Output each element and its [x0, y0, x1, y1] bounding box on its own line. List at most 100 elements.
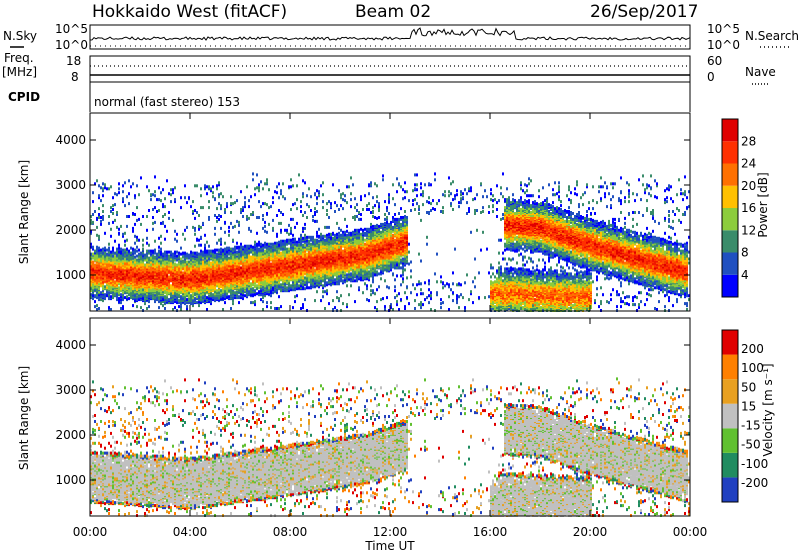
- power-cell: [180, 196, 182, 200]
- power-cell: [288, 250, 290, 254]
- power-cell: [176, 232, 178, 236]
- power-cell: [252, 172, 254, 176]
- power-cell: [220, 237, 222, 241]
- power-cell: [244, 250, 246, 254]
- power-cell: [100, 216, 102, 219]
- power-cell: [290, 231, 292, 235]
- power-cell: [102, 299, 104, 303]
- power-cell: [106, 286, 108, 290]
- power-cell: [164, 298, 166, 302]
- power-cell: [104, 275, 106, 279]
- power-cell: [94, 279, 96, 283]
- power-cell: [184, 184, 186, 188]
- power-cell: [238, 256, 240, 260]
- power-cell: [310, 247, 312, 251]
- power-cell: [160, 191, 162, 195]
- power-cell: [122, 265, 124, 269]
- power-cell: [168, 211, 170, 214]
- power-cell: [232, 202, 234, 206]
- power-cell: [214, 281, 216, 285]
- power-cell: [186, 292, 188, 296]
- power-cell: [278, 242, 280, 246]
- power-cell: [226, 249, 228, 253]
- power-cell: [94, 253, 96, 257]
- power-cell: [256, 173, 258, 177]
- power-cell: [152, 227, 154, 231]
- power-cell: [220, 215, 222, 218]
- power-cell: [292, 280, 294, 284]
- power-cell: [194, 265, 196, 269]
- power-cell: [114, 251, 116, 255]
- power-cell: [160, 221, 162, 225]
- power-cell: [236, 199, 238, 203]
- power-cell: [240, 190, 242, 194]
- power-cell: [282, 244, 284, 248]
- power-cell: [226, 271, 228, 275]
- power-cell: [100, 294, 102, 298]
- power-cell: [266, 212, 268, 215]
- power-cell: [134, 287, 136, 291]
- power-cell: [288, 185, 290, 189]
- power-cell: [124, 239, 126, 243]
- power-cell: [220, 242, 222, 246]
- power-cell: [186, 307, 188, 310]
- power-cell: [248, 248, 250, 252]
- power-cell: [282, 276, 284, 280]
- power-cell: [142, 258, 144, 262]
- power-cell: [112, 261, 114, 265]
- power-cell: [138, 248, 140, 252]
- power-cell: [258, 240, 260, 244]
- power-cell: [172, 188, 174, 192]
- power-cell: [310, 209, 312, 212]
- power-cell: [218, 202, 220, 206]
- power-cell: [302, 303, 304, 307]
- power-cell: [172, 191, 174, 195]
- power-cell: [104, 285, 106, 289]
- power-cell: [116, 193, 118, 197]
- power-cell: [230, 284, 232, 288]
- power-cell: [168, 254, 170, 258]
- power-cell: [192, 304, 194, 308]
- power-cell: [232, 302, 234, 306]
- power-cell: [168, 277, 170, 281]
- power-cell: [292, 249, 294, 253]
- power-cell: [112, 294, 114, 298]
- power-cell: [236, 219, 238, 223]
- power-cell: [294, 253, 296, 257]
- noise-panel: N.Sky N.Search 10^5 10^0 10^5 10^0: [3, 22, 799, 52]
- power-cell: [268, 283, 270, 287]
- power-cell: [200, 268, 202, 272]
- power-cell: [210, 297, 212, 301]
- power-cell: [268, 259, 270, 263]
- power-cell: [252, 287, 254, 291]
- power-cell: [250, 195, 252, 199]
- power-cell: [304, 233, 306, 237]
- power-cell: [296, 207, 298, 211]
- power-cell: [126, 278, 128, 282]
- power-cell: [116, 225, 118, 229]
- power-cell: [134, 255, 136, 259]
- power-cell: [236, 250, 238, 254]
- power-cell: [216, 296, 218, 300]
- power-cell: [168, 275, 170, 279]
- power-cell: [136, 238, 138, 242]
- power-cell: [198, 290, 200, 294]
- power-cell: [202, 250, 204, 254]
- power-cell: [248, 226, 250, 230]
- power-cell: [292, 203, 294, 207]
- power-cell: [230, 255, 232, 259]
- power-cell: [100, 199, 102, 203]
- power-cell: [110, 279, 112, 283]
- power-cell: [164, 237, 166, 241]
- power-cell: [148, 305, 150, 309]
- power-cell: [224, 301, 226, 305]
- power-cell: [152, 193, 154, 197]
- power-cell: [202, 263, 204, 267]
- power-cell: [240, 292, 242, 296]
- power-cell: [100, 186, 102, 190]
- power-cell: [196, 295, 198, 299]
- power-cell: [254, 251, 256, 255]
- power-cell: [136, 281, 138, 285]
- power-cell: [238, 245, 240, 249]
- power-cell: [136, 254, 138, 258]
